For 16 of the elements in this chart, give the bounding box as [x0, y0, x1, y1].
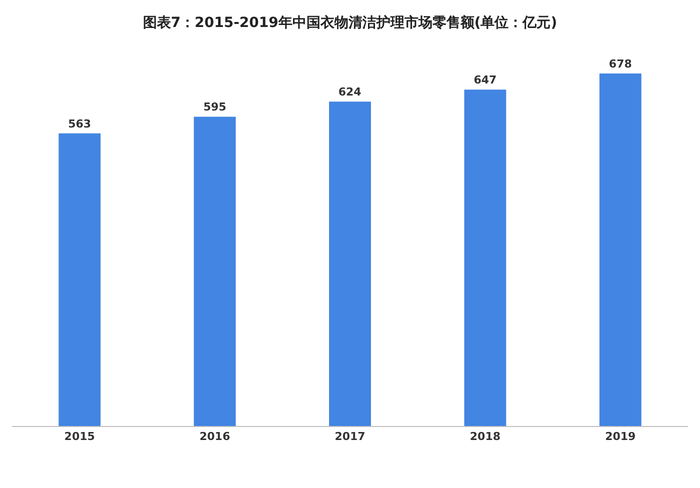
data-label: 624: [338, 86, 362, 99]
bar: [194, 116, 236, 426]
x-tick-label: 2015: [64, 430, 95, 444]
x-tick-label: 2017: [334, 430, 366, 444]
chart-title: 图表7：2015-2019年中国衣物清洁护理市场零售额(单位：亿元): [142, 14, 558, 31]
data-label: 595: [203, 100, 226, 114]
data-label: 647: [474, 74, 497, 87]
bar: [329, 102, 371, 426]
bar: [464, 90, 506, 426]
x-tick-label: 2019: [605, 430, 636, 444]
bar: [58, 133, 101, 426]
x-tick-label: 2018: [470, 430, 501, 444]
x-tick-label: 2016: [199, 430, 230, 444]
data-label: 563: [68, 117, 92, 130]
bar: [599, 74, 642, 426]
data-label: 678: [608, 58, 632, 71]
